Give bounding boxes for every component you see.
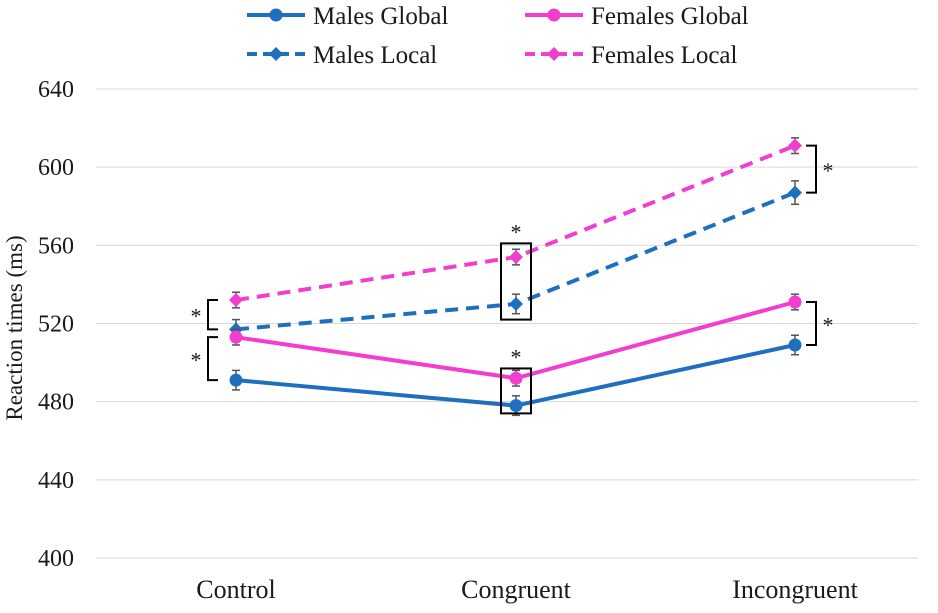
significance-bracket: *: [191, 336, 218, 382]
series-females-local: [229, 137, 802, 309]
significance-bracket: *: [500, 344, 532, 415]
data-point: [509, 371, 523, 385]
legend-item: Females Global: [525, 3, 749, 30]
significance-bracket: *: [806, 301, 834, 346]
y-tick-label: 520: [38, 312, 74, 338]
x-tick-label: Congruent: [461, 575, 572, 604]
significance-star: *: [511, 219, 522, 244]
bracket-line: [207, 299, 218, 331]
y-axis-title: Reaction times (ms): [2, 235, 27, 420]
legend-label: Females Local: [591, 42, 738, 69]
series-males-global: [229, 334, 802, 417]
data-point: [788, 338, 802, 352]
y-tick-label: 400: [38, 546, 74, 572]
significance-star: *: [823, 158, 834, 183]
significance-star: *: [191, 348, 202, 373]
legend-item: Females Local: [525, 42, 738, 69]
significance-box: [500, 242, 532, 321]
data-point: [509, 296, 523, 311]
data-point: [229, 293, 243, 308]
data-point: [229, 373, 243, 387]
significance-star: *: [511, 344, 522, 369]
series-males-local: [229, 180, 802, 340]
legend: Males Global Females Global Males Local Fem…: [247, 3, 749, 69]
y-tick-label: 440: [38, 468, 74, 494]
legend-marker: [547, 8, 561, 22]
y-tick-label: 480: [38, 390, 74, 416]
data-point: [509, 250, 523, 265]
significance-bracket: *: [500, 219, 532, 321]
series-group: [229, 137, 802, 417]
series-females-global: [229, 293, 802, 387]
legend-label: Males Local: [313, 42, 437, 69]
y-tick-label: 560: [38, 233, 74, 259]
legend-item: Males Local: [247, 42, 437, 69]
significance-bracket: *: [191, 299, 218, 331]
data-point: [788, 138, 802, 153]
legend-marker: [547, 47, 561, 61]
data-point: [509, 399, 523, 413]
significance-star: *: [823, 313, 834, 338]
axes: 400 440 480 520 560 600 640 Control Congruent Inc…: [2, 77, 859, 604]
x-tick-label: Control: [196, 575, 275, 604]
y-tick-label: 640: [38, 77, 74, 103]
significance-annotations: * * * * * *: [191, 144, 834, 415]
x-tick-label: Incongruent: [732, 575, 858, 604]
legend-item: Males Global: [247, 3, 448, 30]
legend-label: Females Global: [591, 3, 749, 30]
significance-star: *: [191, 304, 202, 329]
data-point: [229, 330, 243, 344]
significance-bracket: *: [806, 144, 834, 194]
y-tick-label: 600: [38, 155, 74, 181]
data-point: [788, 185, 802, 200]
data-point: [788, 295, 802, 309]
grid-lines: [96, 88, 918, 559]
bracket-line: [207, 336, 218, 382]
legend-label: Males Global: [313, 3, 448, 30]
legend-marker: [269, 8, 283, 22]
legend-marker: [269, 47, 283, 61]
bracket-line: [806, 301, 817, 346]
bracket-line: [806, 144, 817, 194]
significance-box: [500, 367, 532, 415]
